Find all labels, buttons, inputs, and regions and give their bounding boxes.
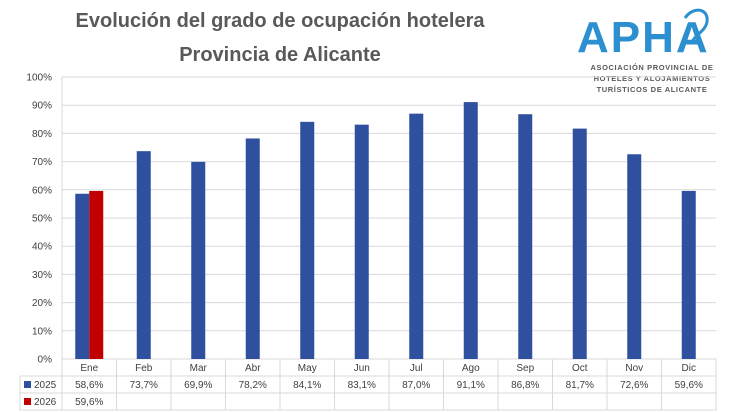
data-label: 58,6% xyxy=(75,380,103,391)
y-tick-label: 50% xyxy=(32,214,52,225)
logo-subtitle-line-2: HOTELES Y ALOJAMIENTOS xyxy=(593,74,711,83)
x-tick-label: Nov xyxy=(625,363,643,374)
data-label: 86,8% xyxy=(511,380,539,391)
y-tick-label: 20% xyxy=(32,298,52,309)
legend-label: 2026 xyxy=(34,397,57,408)
x-tick-label: Sep xyxy=(516,363,534,374)
x-tick-label: Ene xyxy=(80,363,98,374)
y-tick-label: 60% xyxy=(32,185,52,196)
bar-2025-Feb xyxy=(136,151,151,359)
y-tick-label: 100% xyxy=(26,73,52,84)
data-label: 91,1% xyxy=(457,380,485,391)
bar-2025-Mar xyxy=(191,161,206,359)
y-tick-label: 10% xyxy=(32,326,52,337)
bar-2025-Jul xyxy=(409,113,424,359)
data-label: 73,7% xyxy=(130,380,158,391)
y-tick-label: 90% xyxy=(32,101,52,112)
x-tick-label: Feb xyxy=(135,363,153,374)
data-label: 69,9% xyxy=(184,380,212,391)
legend-swatch-2026 xyxy=(24,398,31,405)
bar-2025-Nov xyxy=(627,154,642,359)
y-tick-label: 40% xyxy=(32,242,52,253)
logo-subtitle-line-1: ASOCIACIÓN PROVINCIAL DE xyxy=(590,63,714,72)
x-tick-label: May xyxy=(298,363,317,374)
data-label: 72,6% xyxy=(620,380,648,391)
y-tick-label: 70% xyxy=(32,157,52,168)
bar-2025-Oct xyxy=(572,128,587,359)
data-label: 59,6% xyxy=(675,380,703,391)
bar-2025-May xyxy=(300,121,315,359)
bar-2025-Ago xyxy=(463,102,478,360)
x-tick-label: Oct xyxy=(572,363,588,374)
data-label: 59,6% xyxy=(75,397,103,408)
data-label: 84,1% xyxy=(293,380,321,391)
logo-swoosh-icon xyxy=(683,8,709,45)
bar-2026-Ene xyxy=(89,190,104,359)
logo-subtitle-line-3: TURÍSTICOS DE ALICANTE xyxy=(596,85,708,94)
y-tick-label: 30% xyxy=(32,270,52,281)
y-tick-label: 80% xyxy=(32,129,52,140)
chart-title: Evolución del grado de ocupación hoteler… xyxy=(75,10,485,32)
chart-subtitle: Provincia de Alicante xyxy=(179,44,381,66)
logo-text: APHA xyxy=(577,13,710,62)
y-tick-label: 0% xyxy=(38,355,53,366)
apha-logo: APHA xyxy=(577,8,710,62)
data-label: 78,2% xyxy=(239,380,267,391)
bar-2025-Sep xyxy=(518,114,533,359)
data-label: 87,0% xyxy=(402,380,430,391)
data-label: 81,7% xyxy=(566,380,594,391)
data-label: 83,1% xyxy=(348,380,376,391)
x-tick-label: Ago xyxy=(462,363,480,374)
x-tick-label: Jun xyxy=(354,363,370,374)
x-tick-label: Dic xyxy=(682,363,696,374)
x-tick-label: Jul xyxy=(410,363,423,374)
bar-2025-Ene xyxy=(75,193,90,359)
x-tick-label: Mar xyxy=(190,363,208,374)
legend-swatch-2025 xyxy=(24,381,31,388)
legend-label: 2025 xyxy=(34,380,57,391)
bar-2025-Abr xyxy=(245,138,260,359)
bar-2025-Jun xyxy=(354,124,369,360)
x-tick-label: Abr xyxy=(245,363,261,374)
bar-2025-Dic xyxy=(681,190,696,359)
